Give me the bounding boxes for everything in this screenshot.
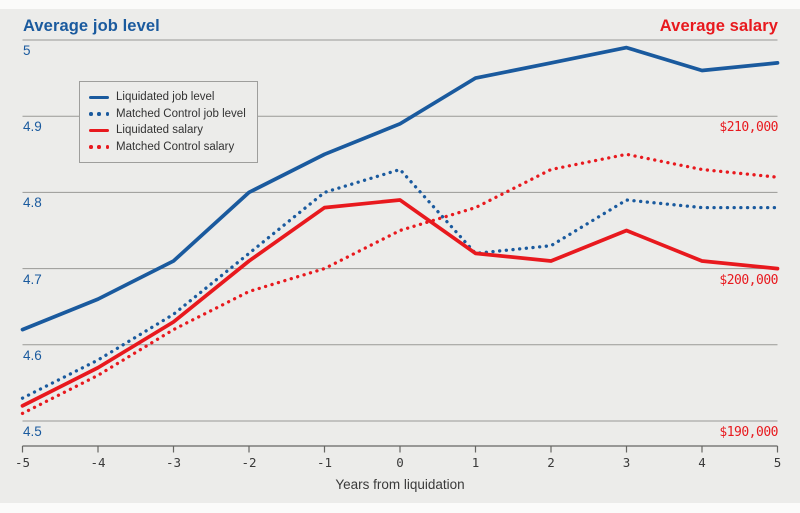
solid-line-swatch-icon [89, 128, 109, 132]
legend-item-label: Matched Control salary [116, 140, 235, 153]
bottom-margin [0, 503, 800, 513]
legend-item: Matched Control salary [89, 139, 246, 156]
x-axis-title: Years from liquidation [335, 477, 465, 492]
legend: Liquidated job level Matched Control job … [79, 81, 258, 163]
legend-item: Matched Control job level [89, 106, 246, 123]
legend-item-label: Matched Control job level [116, 107, 246, 120]
series-liquidated-job-level [20, 45, 780, 332]
legend-item: Liquidated job level [89, 89, 246, 106]
dotted-line-swatch-icon [89, 145, 109, 149]
right-axis-title: Average salary [659, 17, 778, 35]
top-margin [0, 0, 800, 9]
solid-line-swatch-icon [89, 95, 109, 99]
legend-item-label: Liquidated salary [116, 124, 203, 137]
left-axis-title: Average job level [23, 17, 160, 35]
legend-item-label: Liquidated job level [116, 91, 215, 104]
dotted-line-swatch-icon [89, 112, 109, 116]
series-matched-control-job-level [20, 167, 780, 400]
series-liquidated-salary [20, 198, 780, 408]
series-matched-control-salary [20, 152, 780, 416]
legend-item: Liquidated salary [89, 122, 246, 139]
